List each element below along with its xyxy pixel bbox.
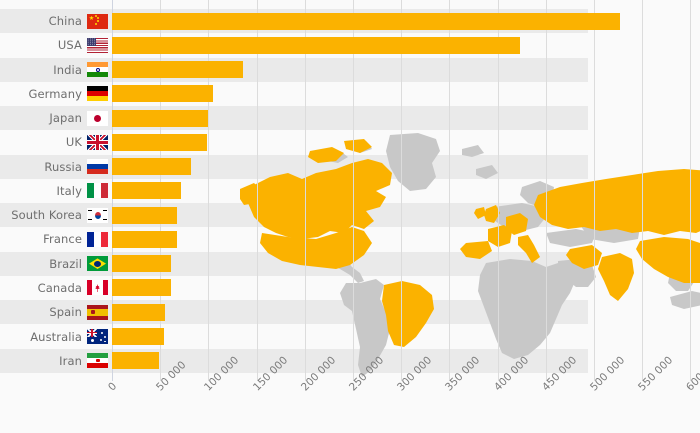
flag-ca-icon [87, 280, 108, 296]
category-label-row[interactable]: Italy [0, 179, 112, 203]
bar-russia[interactable] [112, 158, 192, 176]
category-label-text: USA [57, 38, 82, 53]
gridline [498, 0, 499, 381]
gridline [642, 0, 643, 381]
bar-china[interactable] [112, 12, 621, 30]
category-label-text: India [53, 62, 82, 77]
flag-ru-icon [87, 159, 108, 175]
flag-de-icon [87, 86, 108, 102]
flag-ir-icon [87, 353, 108, 369]
category-label-text: Spain [49, 305, 82, 320]
bars-group [112, 0, 700, 381]
bar-japan[interactable] [112, 109, 209, 127]
category-label-row[interactable]: India [0, 58, 112, 82]
flag-us-icon [87, 37, 108, 53]
flag-cn-icon [87, 13, 108, 29]
category-label-row[interactable]: Canada [0, 276, 112, 300]
category-label-text: France [43, 232, 82, 247]
flag-it-icon [87, 183, 108, 199]
bar-spain[interactable] [112, 303, 166, 321]
category-label-text: Canada [37, 280, 82, 295]
flag-jp-icon [87, 110, 108, 126]
gridline [257, 0, 258, 381]
flag-gb-icon [87, 134, 108, 150]
flag-fr-icon [87, 231, 108, 247]
gridline [449, 0, 450, 381]
flag-br-icon [87, 256, 108, 272]
bar-italy[interactable] [112, 182, 182, 200]
plot-area [112, 0, 700, 381]
category-label-text: South Korea [11, 208, 82, 223]
category-label-row[interactable]: USA [0, 33, 112, 57]
category-label-text: Australia [30, 329, 82, 344]
category-label-row[interactable]: Australia [0, 325, 112, 349]
category-label-text: Italy [56, 183, 82, 198]
gridline [401, 0, 402, 381]
bar-australia[interactable] [112, 328, 165, 345]
category-labels: China USA India Germany Japan UK Russia Italy So… [0, 0, 112, 381]
category-label-row[interactable]: Russia [0, 155, 112, 179]
category-label-row[interactable]: Japan [0, 106, 112, 130]
category-label-text: Russia [44, 159, 82, 174]
flag-au-icon [87, 329, 108, 344]
gridline [594, 0, 595, 381]
category-label-text: Brazil [49, 256, 82, 271]
category-label-row[interactable]: China [0, 9, 112, 33]
flag-kr-icon [87, 207, 108, 223]
category-label-text: Iran [59, 353, 82, 368]
gridline [690, 0, 691, 381]
bar-south-korea[interactable] [112, 206, 178, 224]
gridline [353, 0, 354, 381]
flag-in-icon [87, 62, 108, 78]
x-axis: 0 50 000 100 000 150 000 200 000 250 000 300 0… [106, 354, 700, 433]
bar-canada[interactable] [112, 279, 171, 297]
bar-brazil[interactable] [112, 255, 172, 273]
category-label-text: Japan [49, 111, 82, 126]
bar-iran[interactable] [112, 352, 160, 370]
category-label-row[interactable]: France [0, 227, 112, 251]
category-label-row[interactable]: Brazil [0, 252, 112, 276]
category-label-row[interactable]: South Korea [0, 203, 112, 227]
category-label-row[interactable]: Spain [0, 300, 112, 324]
category-label-row[interactable]: Germany [0, 82, 112, 106]
gridline [546, 0, 547, 381]
gridline [208, 0, 209, 381]
category-label-row[interactable]: UK [0, 130, 112, 154]
x-gridlines [112, 0, 700, 381]
bar-india[interactable] [112, 61, 244, 79]
category-label-text: Germany [28, 86, 82, 101]
bar-uk[interactable] [112, 133, 207, 151]
gridline [305, 0, 306, 381]
x-tick-label: 0 [106, 380, 120, 394]
category-label-text: China [48, 14, 82, 28]
bar-usa[interactable] [112, 36, 520, 54]
category-label-row[interactable]: Iran [0, 349, 112, 373]
bar-france[interactable] [112, 230, 177, 248]
flag-es-icon [87, 304, 108, 320]
category-label-text: UK [65, 135, 82, 150]
bar-germany[interactable] [112, 85, 214, 103]
